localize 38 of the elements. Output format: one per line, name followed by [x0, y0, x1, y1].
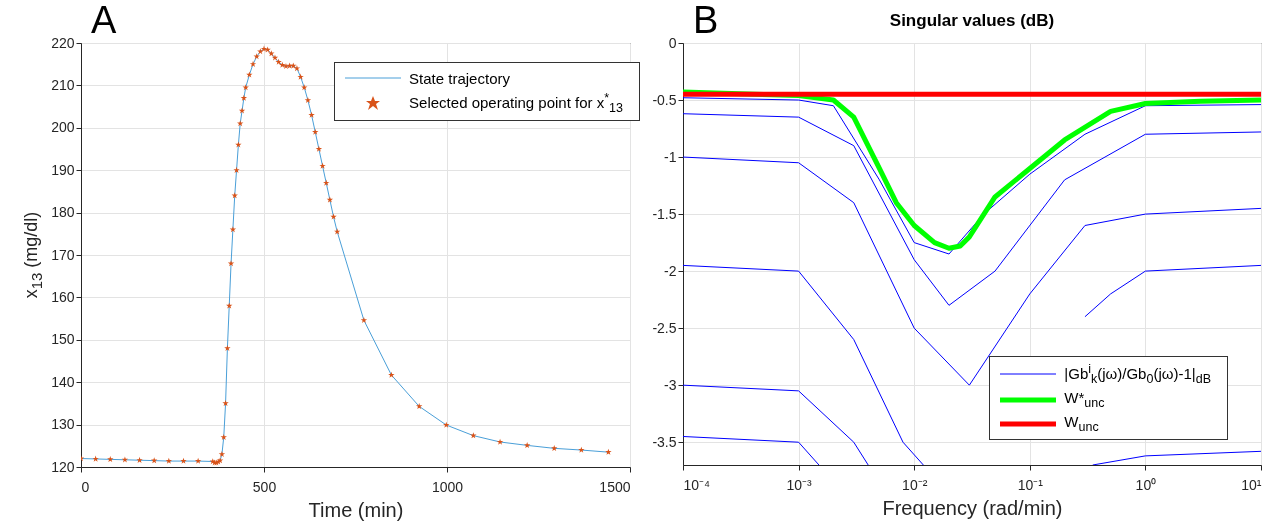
- y-tick-label: 0: [668, 34, 677, 51]
- x-axis-title: Time (min): [308, 498, 404, 521]
- x-tick-label: 500: [252, 478, 277, 495]
- legend-label: W*$_{unc}$: [1064, 389, 1105, 410]
- y-tick-label: 180: [51, 204, 75, 221]
- y-tick-label: -3.5: [652, 433, 677, 450]
- x-tick-label: 10⁻⁴: [683, 476, 711, 493]
- legend-label: W$_{unc}$: [1064, 413, 1099, 434]
- y-tick-label: -3: [664, 376, 677, 393]
- x-tick-label: 10¹: [1241, 476, 1262, 493]
- text: B: [693, 0, 719, 42]
- y-tick-label: 190: [51, 161, 75, 178]
- y-tick-label: -1: [664, 148, 677, 165]
- x-tick-label: 0: [81, 478, 90, 495]
- text: A: [91, 0, 117, 42]
- y-tick-label: -2: [664, 262, 677, 279]
- y-tick-label: 210: [51, 76, 75, 93]
- x-tick-label: 10⁻³: [786, 476, 813, 493]
- legend-label: State trajectory: [409, 69, 510, 87]
- y-tick-label: -2.5: [652, 319, 677, 336]
- y-tick-label: 130: [51, 416, 75, 433]
- x-tick-label: 10⁰: [1135, 476, 1157, 493]
- x-axis-title: Frequency (rad/min): [882, 496, 1063, 519]
- y-tick-label: 120: [51, 458, 75, 475]
- y-tick-label: -1.5: [652, 205, 677, 222]
- x-tick-label: 10⁻¹: [1017, 476, 1044, 493]
- x-tick-label: 1000: [431, 478, 464, 495]
- y-tick-label: 170: [51, 246, 75, 263]
- y-tick-label: 220: [51, 34, 75, 51]
- y-tick-label: -0.5: [652, 91, 677, 108]
- y-tick-label: 150: [51, 331, 75, 348]
- y-tick-label: 140: [51, 373, 75, 390]
- x-tick-label: 10⁻²: [902, 476, 928, 493]
- y-tick-label: 200: [51, 119, 75, 136]
- x-tick-label: 1500: [599, 478, 631, 495]
- chart-title: Singular values (dB): [889, 11, 1055, 30]
- legend-label: |Gb$^{i}$$_{k}$(jω)/Gb$_{0}$(jω)-1|$_{dB}$: [1064, 362, 1211, 386]
- y-tick-label: 160: [51, 288, 75, 305]
